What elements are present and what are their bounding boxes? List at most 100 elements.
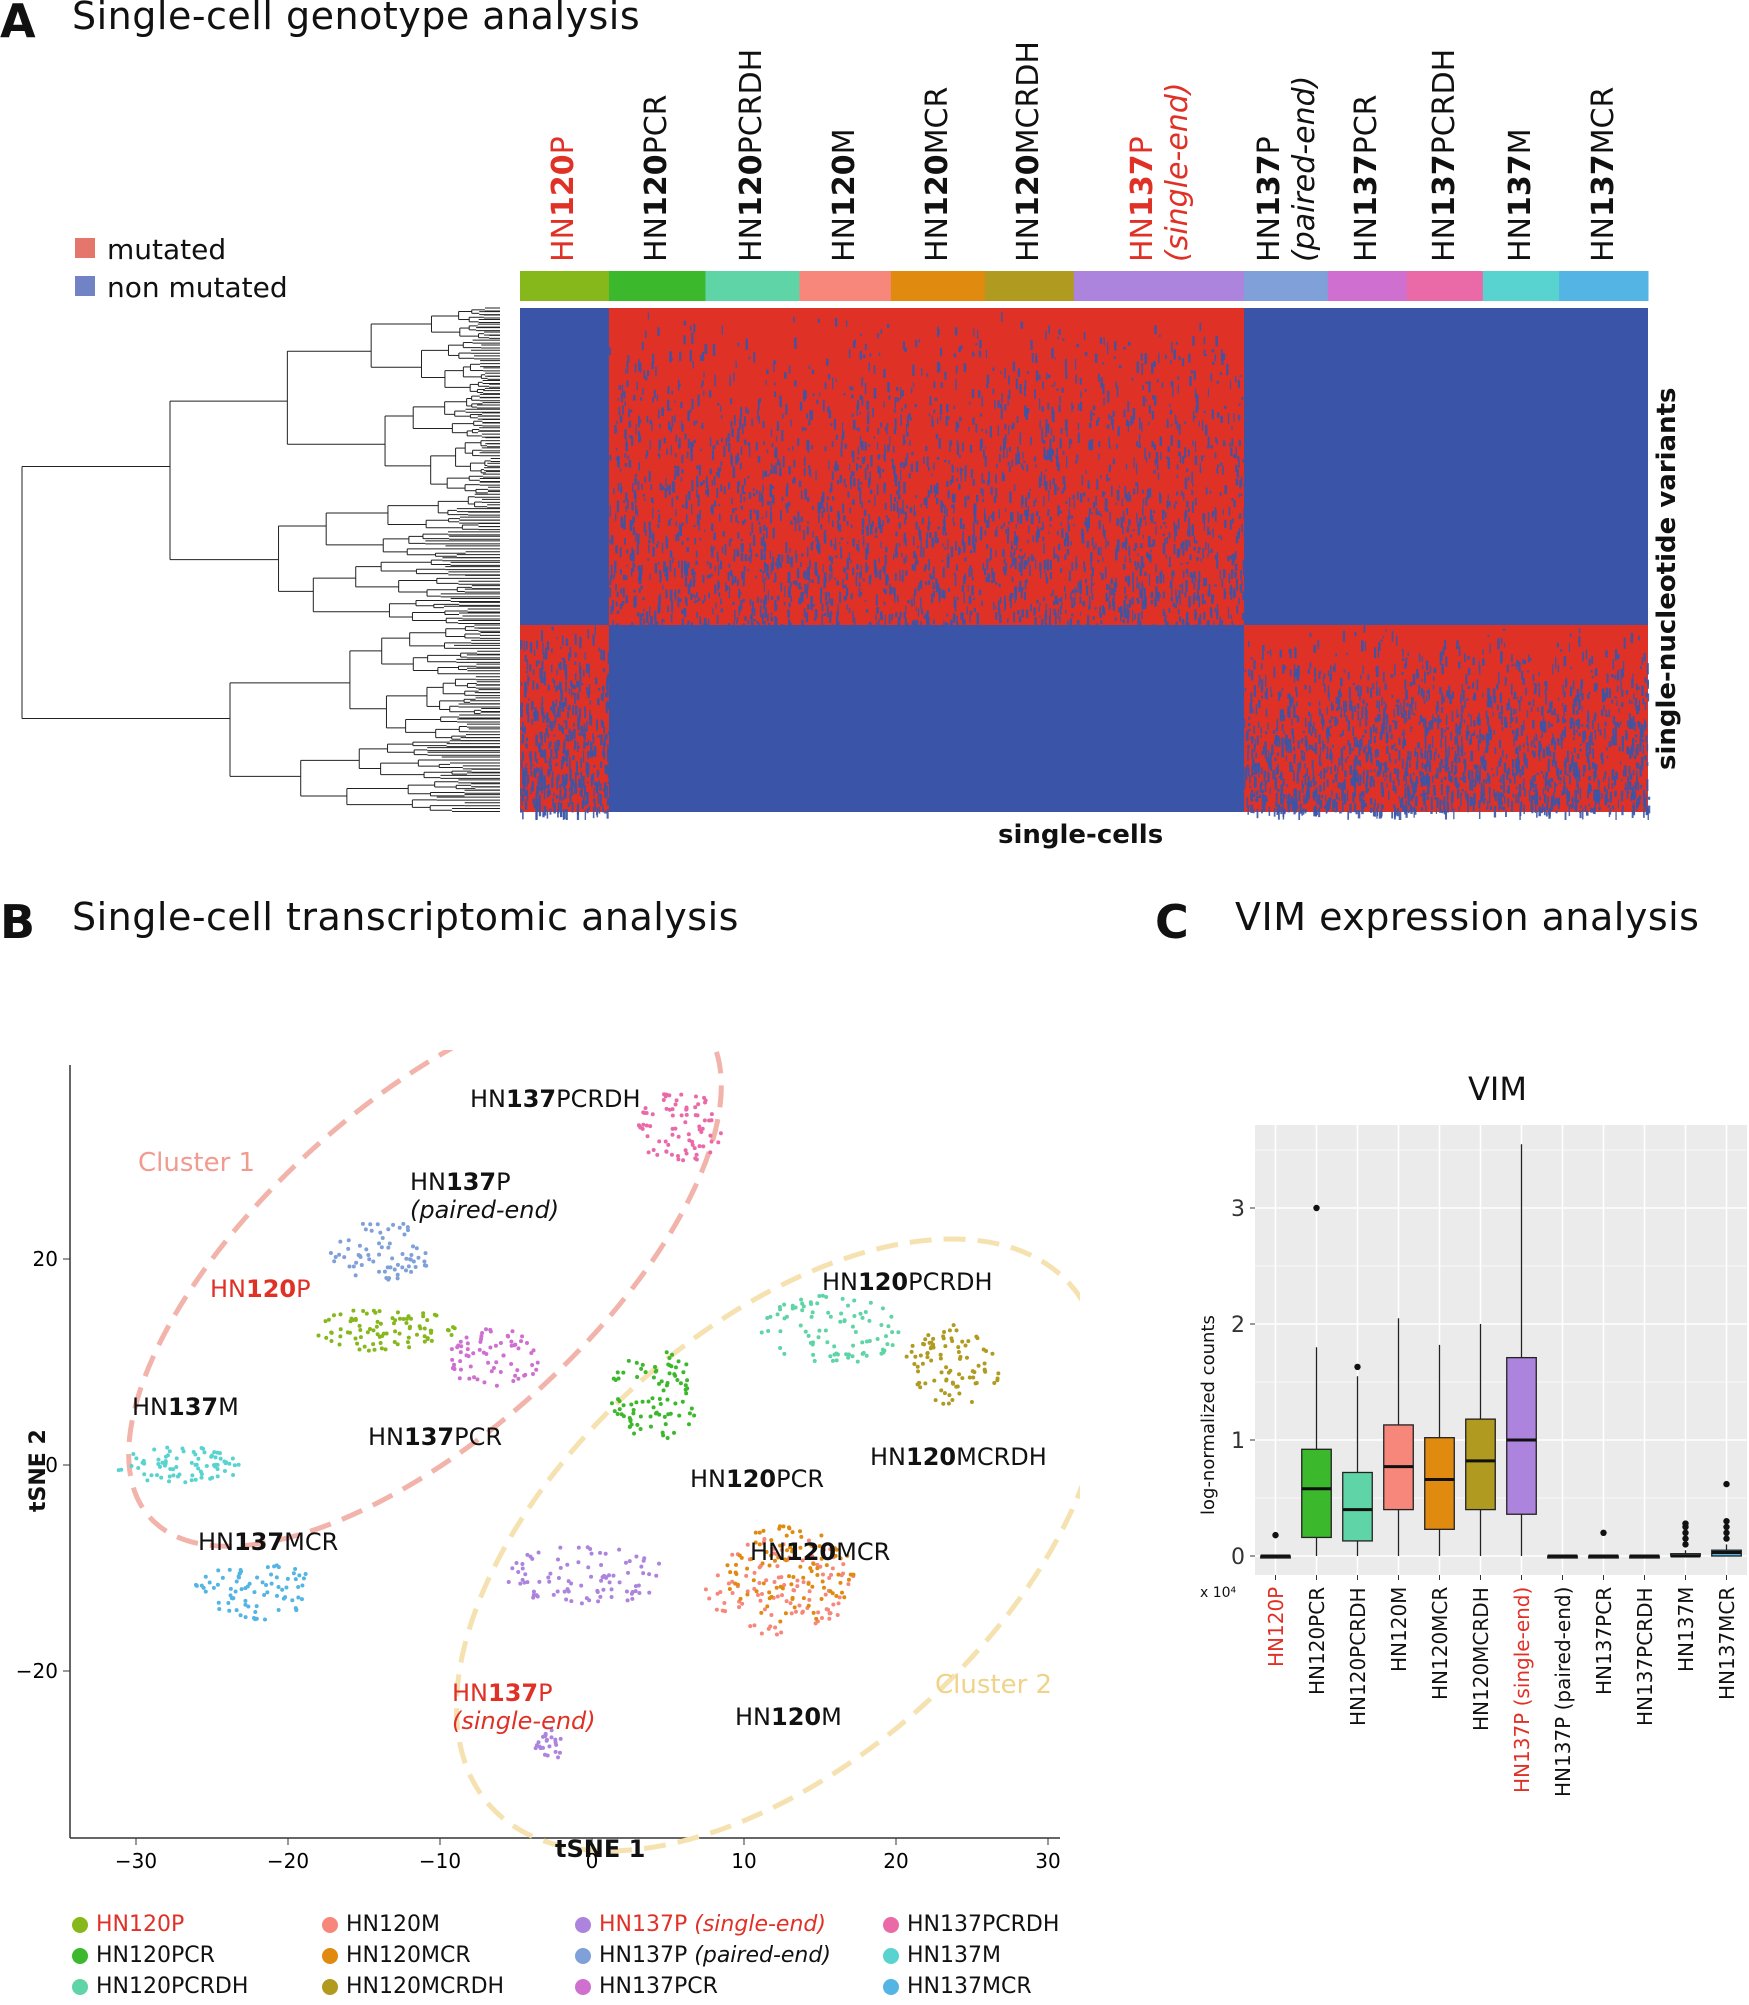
heatmap-speck xyxy=(1577,718,1581,729)
heatmap-speck xyxy=(1631,805,1634,809)
heatmap-speck xyxy=(604,792,607,799)
heatmap-speck xyxy=(624,429,627,440)
heatmap-speck xyxy=(1060,568,1063,573)
heatmap-speck xyxy=(1460,705,1464,713)
heatmap-speck xyxy=(950,619,953,626)
heatmap-speck xyxy=(710,506,713,512)
heatmap-speck xyxy=(1477,740,1480,751)
heatmap-speck xyxy=(687,620,690,625)
heatmap-speck xyxy=(1571,722,1573,727)
heatmap-speck xyxy=(868,513,871,525)
heatmap-speck xyxy=(1245,731,1247,742)
heatmap-speck xyxy=(1593,683,1597,692)
heatmap-speck xyxy=(1359,718,1361,727)
heatmap-speck xyxy=(1292,769,1295,773)
heatmap-speck xyxy=(1522,658,1525,665)
heatmap-speck xyxy=(762,571,764,583)
heatmap-speck xyxy=(1410,807,1413,814)
heatmap-speck xyxy=(1145,521,1147,526)
heatmap-speck xyxy=(810,542,814,551)
heatmap-speck xyxy=(1279,793,1282,805)
heatmap-speck xyxy=(1586,752,1590,763)
heatmap-speck xyxy=(1371,776,1374,779)
heatmap-speck xyxy=(964,496,967,508)
heatmap-speck xyxy=(1427,671,1430,675)
heatmap-speck xyxy=(1036,599,1039,604)
heatmap-speck xyxy=(1240,476,1243,487)
heatmap-speck xyxy=(786,482,789,490)
heatmap-speck xyxy=(681,522,684,526)
heatmap-speck xyxy=(804,488,807,500)
heatmap-speck xyxy=(1576,710,1579,715)
heatmap-speck xyxy=(735,514,738,522)
heatmap-speck xyxy=(1483,781,1485,791)
heatmap-speck xyxy=(646,416,649,423)
heatmap-speck xyxy=(853,617,856,629)
heatmap-speck xyxy=(747,442,751,447)
heatmap-speck xyxy=(595,784,598,791)
heatmap-speck xyxy=(708,390,712,398)
label-part-pre: HN xyxy=(1349,217,1385,262)
heatmap-speck xyxy=(530,756,533,766)
heatmap-speck xyxy=(821,511,824,519)
heatmap-speck xyxy=(902,462,905,469)
heatmap-speck xyxy=(773,497,775,505)
heatmap-speck xyxy=(1557,697,1560,701)
heatmap-speck xyxy=(1141,581,1143,591)
heatmap-speck xyxy=(1611,769,1615,781)
heatmap-speck xyxy=(1108,468,1111,473)
heatmap-speck xyxy=(1573,721,1575,733)
heatmap-speck xyxy=(1054,612,1057,625)
heatmap-speck xyxy=(1083,522,1087,525)
heatmap-speck xyxy=(905,511,908,520)
heatmap-speck xyxy=(526,737,529,742)
heatmap-speck xyxy=(1020,587,1023,599)
heatmap-speck xyxy=(985,577,988,582)
heatmap-speck xyxy=(614,513,617,521)
heatmap-speck xyxy=(1498,672,1500,685)
heatmap-speck xyxy=(1253,766,1255,772)
heatmap-speck xyxy=(607,781,610,785)
heatmap-speck xyxy=(1052,410,1055,423)
heatmap-speck xyxy=(1255,763,1258,775)
heatmap-speck xyxy=(1515,760,1518,770)
heatmap-speck xyxy=(765,563,768,567)
heatmap-speck xyxy=(975,423,978,433)
heatmap-speck xyxy=(1500,651,1503,662)
heatmap-speck xyxy=(1315,810,1318,816)
heatmap-speck xyxy=(689,325,692,331)
heatmap-speck xyxy=(759,398,762,403)
heatmap-speck xyxy=(1522,782,1525,790)
heatmap-speck xyxy=(1064,358,1067,370)
heatmap-speck xyxy=(549,720,551,729)
heatmap-speck xyxy=(739,419,741,430)
heatmap-speck xyxy=(1637,686,1640,690)
heatmap-speck xyxy=(1242,591,1245,601)
heatmap-speck xyxy=(1467,731,1470,736)
heatmap-speck xyxy=(1555,765,1558,773)
heatmap-speck xyxy=(1079,596,1082,604)
heatmap-speck xyxy=(1377,714,1379,723)
heatmap-speck xyxy=(1110,416,1113,426)
heatmap-speck xyxy=(1604,772,1606,779)
heatmap-speck xyxy=(1079,612,1082,616)
heatmap-speck xyxy=(1033,456,1037,462)
heatmap-speck xyxy=(1002,548,1005,558)
heatmap-speck xyxy=(1173,504,1176,509)
heatmap-speck xyxy=(1329,797,1332,801)
heatmap-speck xyxy=(693,324,696,333)
heatmap-speck xyxy=(703,372,705,378)
heatmap-speck xyxy=(1357,710,1359,721)
heatmap-speck xyxy=(1639,665,1642,670)
heatmap-speck xyxy=(740,505,744,510)
heatmap-speck xyxy=(962,531,964,540)
heatmap-speck xyxy=(1141,363,1144,375)
heatmap-speck xyxy=(1543,774,1545,779)
heatmap-speck xyxy=(727,623,731,633)
heatmap-speck xyxy=(829,506,833,512)
heatmap-speck xyxy=(697,394,700,407)
heatmap-speck xyxy=(1360,674,1362,680)
heatmap-speck xyxy=(543,671,546,681)
heatmap-speck xyxy=(1331,744,1335,748)
heatmap-speck xyxy=(581,682,584,686)
